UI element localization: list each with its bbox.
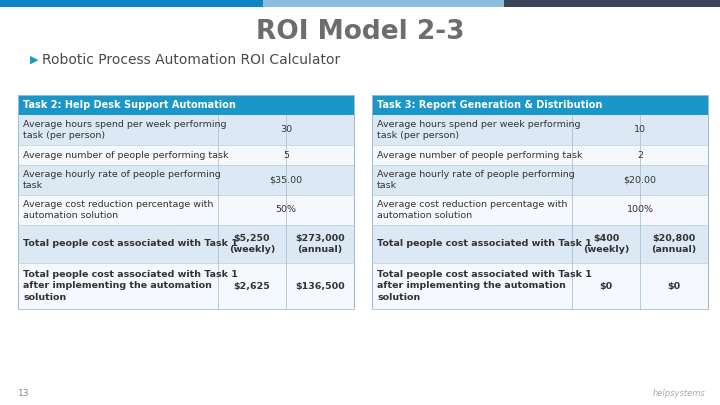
Bar [372,145,708,165]
Text: 10: 10 [634,126,646,134]
Text: Total people cost associated with Task 1
after implementing the automation
solut: Total people cost associated with Task 1… [377,270,592,302]
Bar [372,195,708,225]
Text: Average number of people performing task: Average number of people performing task [23,151,228,160]
Text: 2: 2 [637,151,643,160]
Text: Average cost reduction percentage with
automation solution: Average cost reduction percentage with a… [377,200,567,220]
Bar [18,195,354,225]
Text: $20,800
(annual): $20,800 (annual) [652,234,697,254]
Bar [372,165,708,195]
Bar [372,95,708,309]
Text: Task 3: Report Generation & Distribution: Task 3: Report Generation & Distribution [377,100,603,110]
Bar [372,263,708,309]
Bar [372,115,708,145]
Text: Average number of people performing task: Average number of people performing task [377,151,582,160]
Text: $35.00: $35.00 [269,175,302,185]
Bar [18,145,354,165]
Text: Total people cost associated with Task 1: Total people cost associated with Task 1 [377,239,592,249]
Text: $400
(weekly): $400 (weekly) [582,234,629,254]
Text: 50%: 50% [276,205,297,215]
Text: $2,625: $2,625 [233,281,270,290]
Bar [18,95,354,115]
Text: Robotic Process Automation ROI Calculator: Robotic Process Automation ROI Calculato… [42,53,341,67]
Text: Average hours spend per week performing
task (per person): Average hours spend per week performing … [23,120,227,140]
Text: $273,000
(annual): $273,000 (annual) [295,234,345,254]
Text: ROI Model 2-3: ROI Model 2-3 [256,19,464,45]
Text: $136,500: $136,500 [295,281,345,290]
Bar [504,0,720,7]
Text: $0: $0 [599,281,613,290]
Text: Average hourly rate of people performing
task: Average hourly rate of people performing… [23,170,221,190]
Text: $0: $0 [667,281,680,290]
Text: $20.00: $20.00 [624,175,657,185]
Text: Total people cost associated with Task 1: Total people cost associated with Task 1 [23,239,238,249]
Text: 5: 5 [283,151,289,160]
Bar [18,263,354,309]
Text: Average hours spend per week performing
task (per person): Average hours spend per week performing … [377,120,580,140]
Text: Task 2: Help Desk Support Automation: Task 2: Help Desk Support Automation [23,100,236,110]
Text: ▶: ▶ [30,55,38,65]
Bar [18,165,354,195]
Bar [18,115,354,145]
Text: helpsystems: helpsystems [652,388,705,397]
Bar [372,95,708,115]
Text: 13: 13 [18,388,30,397]
Bar [263,0,504,7]
Text: Average hourly rate of people performing
task: Average hourly rate of people performing… [377,170,575,190]
Bar [18,225,354,263]
Bar [18,95,354,309]
Bar [0,0,263,7]
Text: 100%: 100% [626,205,654,215]
Bar [372,225,708,263]
Text: 30: 30 [280,126,292,134]
Text: Average cost reduction percentage with
automation solution: Average cost reduction percentage with a… [23,200,213,220]
Text: Total people cost associated with Task 1
after implementing the automation
solut: Total people cost associated with Task 1… [23,270,238,302]
Text: $5,250
(weekly): $5,250 (weekly) [229,234,275,254]
